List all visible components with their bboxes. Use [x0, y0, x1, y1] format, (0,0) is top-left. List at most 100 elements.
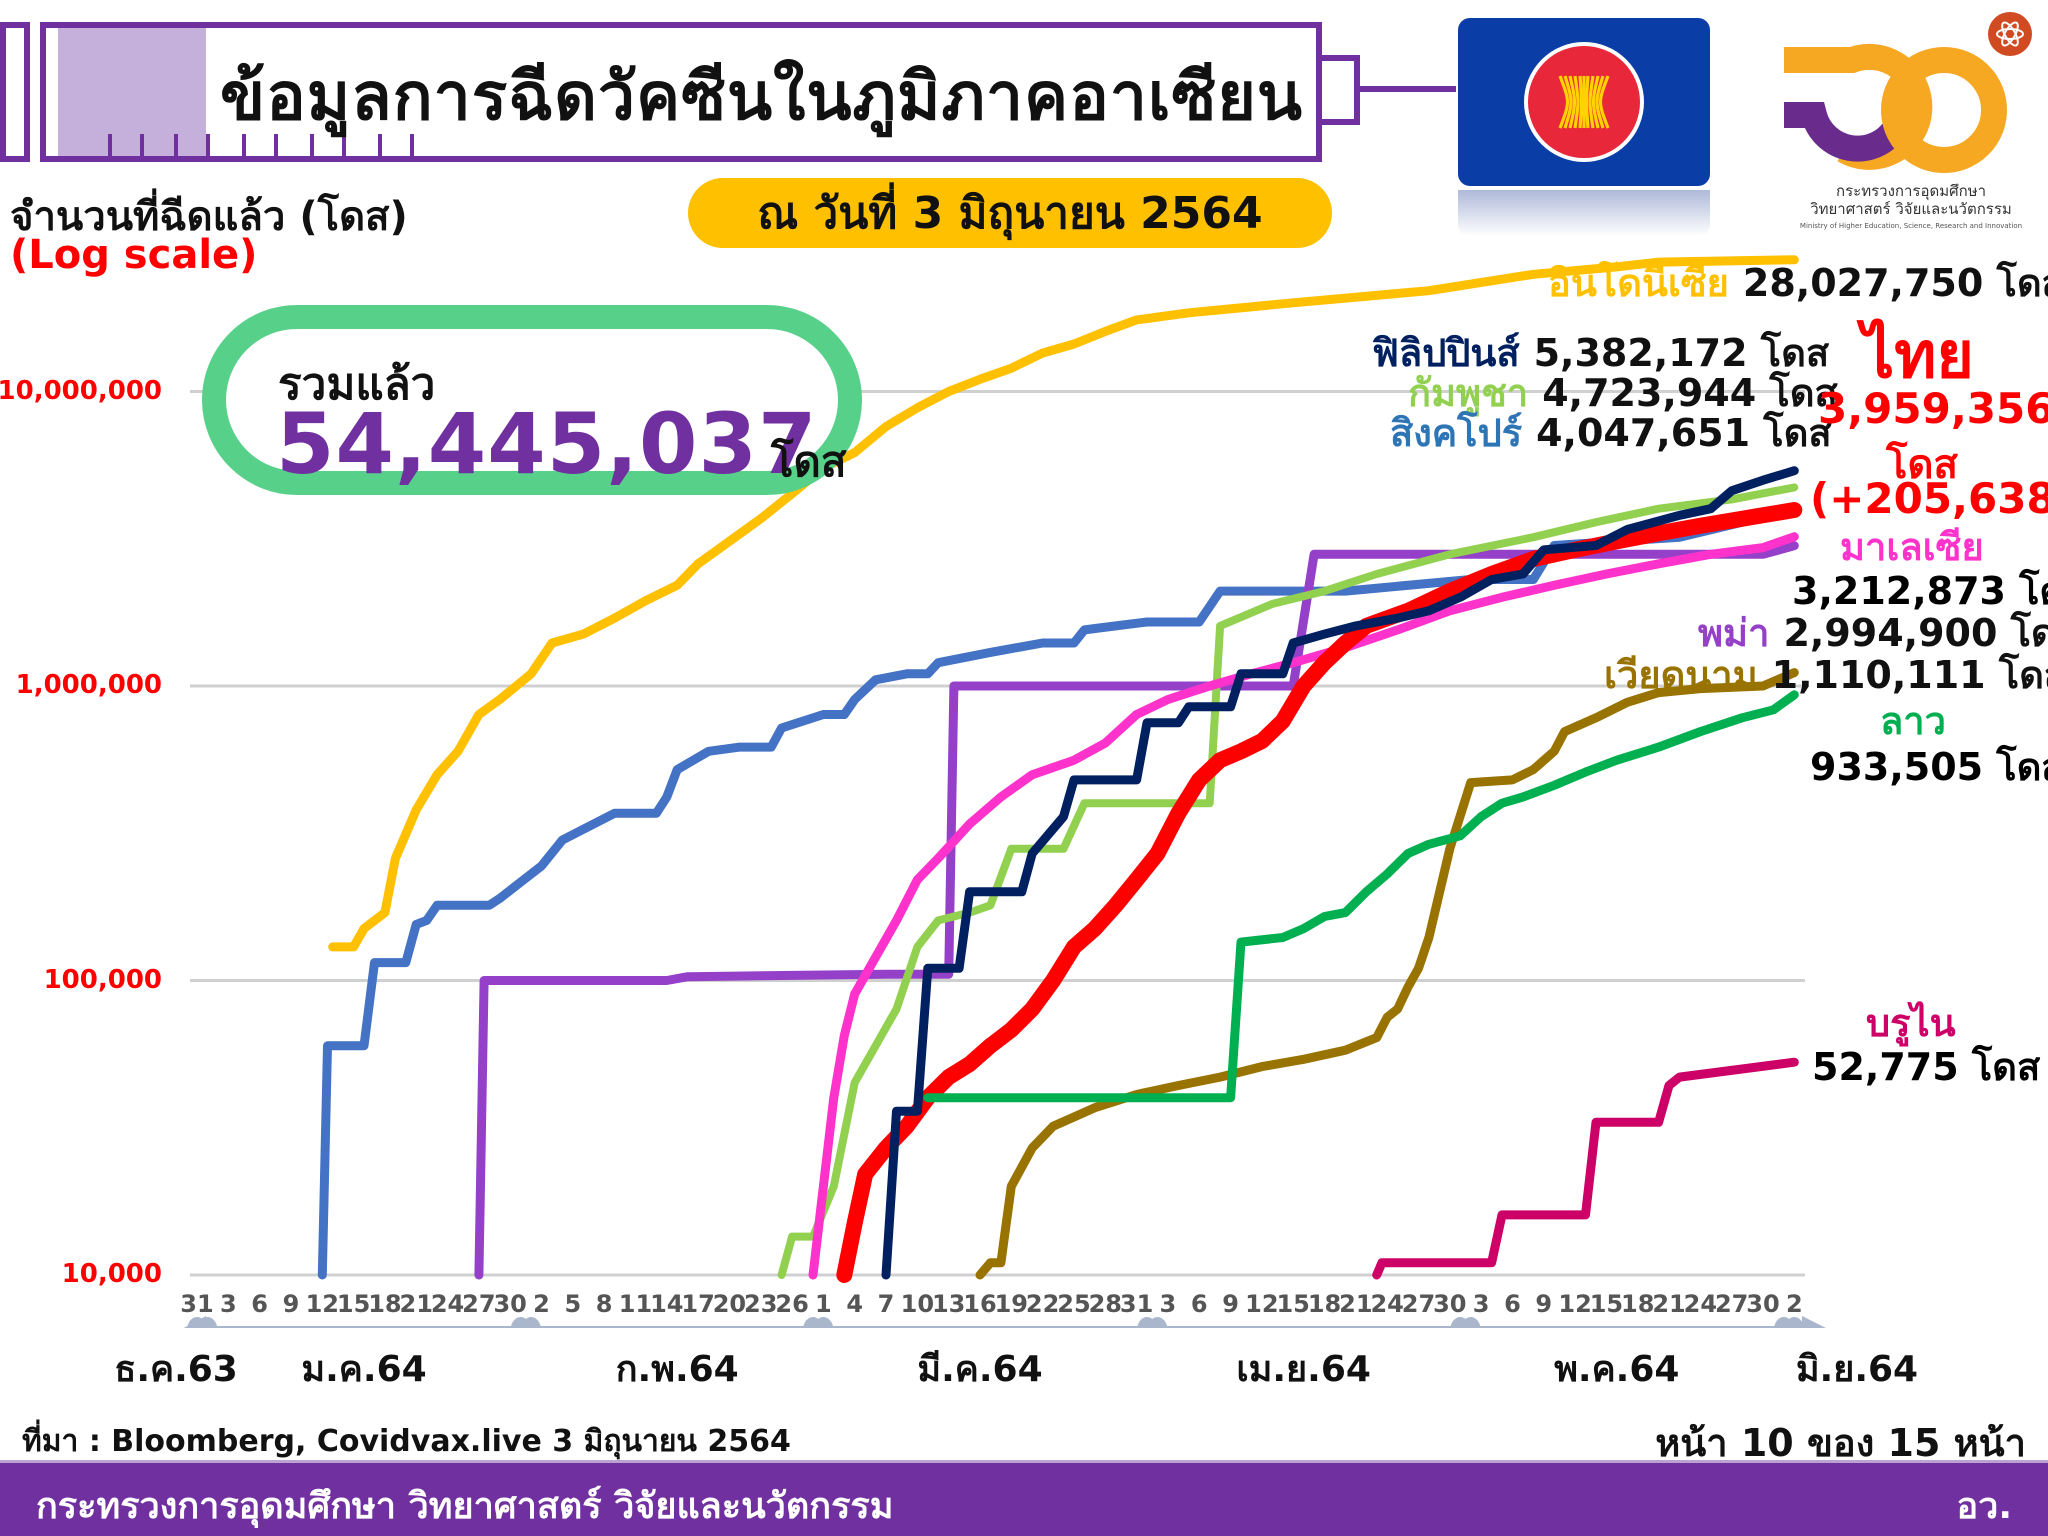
syringe-nozzle-decoration	[1322, 55, 1360, 125]
syringe-tick	[342, 134, 346, 156]
x-tick-label: 28	[1088, 1290, 1122, 1318]
series-name: อินโดนีเซีย	[1548, 261, 1729, 305]
series-line	[808, 532, 1799, 1280]
x-tick-label: 14	[650, 1290, 684, 1318]
month-label: มิ.ย.64	[1795, 1349, 1919, 1390]
x-tick-label: 30	[1433, 1290, 1467, 1318]
x-tick-label: 21	[1652, 1290, 1686, 1318]
syringe-tick	[206, 134, 210, 156]
y-tick-label: 1,000,000	[15, 670, 162, 700]
y-tick-label: 10,000	[61, 1259, 162, 1289]
month-label: เม.ย.64	[1236, 1349, 1371, 1390]
syringe-tick	[242, 134, 246, 156]
x-tick-label: 16	[963, 1290, 997, 1318]
x-tick-label: 1	[815, 1290, 832, 1318]
x-tick-label: 2	[533, 1290, 550, 1318]
label-indonesia: อินโดนีเซีย 28,027,750 โดส	[1548, 252, 2048, 313]
page-title: ข้อมูลการฉีดวัคซีนในภูมิภาคอาเซียน	[220, 58, 1304, 135]
x-tick-label: 19	[994, 1290, 1029, 1318]
month-marker	[1147, 1317, 1168, 1328]
total-value: 54,445,037	[276, 395, 818, 493]
label-brunei-name: บรูไน	[1866, 1001, 1956, 1045]
x-tick-label: 24	[1370, 1290, 1404, 1318]
x-tick-label: 3	[1159, 1290, 1177, 1318]
label-thailand-name: ไทย	[1862, 319, 1974, 393]
x-tick-label: 30	[493, 1290, 527, 1318]
syringe-tick	[274, 134, 278, 156]
x-tick-label: 21	[1339, 1290, 1373, 1318]
total-unit: โดส	[771, 437, 847, 486]
x-tick-label: 13	[931, 1290, 966, 1318]
month-marker	[1460, 1317, 1481, 1328]
page-indicator: หน้า 10 ของ 15 หน้า	[1655, 1421, 2026, 1465]
date-label: ณ วันที่ 3 มิถุนายน 2564	[757, 188, 1263, 239]
month-label: พ.ค.64	[1554, 1349, 1680, 1390]
x-tick-label: 10	[900, 1290, 935, 1318]
x-tick-label: 26	[775, 1290, 809, 1318]
x-tick-label: 9	[282, 1290, 300, 1318]
label-philippines: ฟิลิปปินส์ 5,382,172 โดส	[1372, 322, 1829, 383]
month-marker	[197, 1317, 218, 1328]
total-doses-box: รวมแล้ว 54,445,037 โดส	[202, 305, 862, 495]
x-tick-label: 30	[1746, 1290, 1780, 1318]
label-thailand-value: 3,959,356	[1818, 384, 2048, 433]
date-badge: ณ วันที่ 3 มิถุนายน 2564	[688, 178, 1332, 248]
x-tick-label: 20	[712, 1290, 747, 1318]
x-tick-label: 17	[681, 1290, 715, 1318]
x-tick-label: 6	[1190, 1290, 1208, 1318]
label-laos-value: 933,505 โดส	[1810, 745, 2048, 789]
x-tick-label: 24	[1683, 1290, 1718, 1318]
chart-plot-area	[190, 255, 1805, 1283]
x-axis-timeline	[183, 1316, 1826, 1328]
x-tick-label: 15	[1276, 1290, 1310, 1318]
series-name: พม่า	[1698, 611, 1770, 655]
x-tick-label: 12	[1245, 1290, 1279, 1318]
x-tick-label: 2	[1785, 1290, 1803, 1318]
footer-ministry-name: กระทรวงการอุดมศึกษา วิทยาศาสตร์ วิจัยและ…	[36, 1486, 894, 1527]
x-tick-label: 11	[618, 1290, 653, 1318]
syringe-tick	[310, 134, 314, 156]
series-value: 5,382,172 โดส	[1533, 331, 1830, 375]
y-axis-title: จำนวนที่ฉีดแล้ว (โดส)	[10, 194, 408, 240]
x-tick-label: 15	[336, 1290, 371, 1318]
x-tick-label: 9	[1535, 1290, 1553, 1318]
logo-line1: กระทรวงการอุดมศึกษา	[1836, 182, 1986, 201]
x-tick-label: 6	[1504, 1290, 1521, 1318]
x-tick-label: 24	[430, 1290, 465, 1318]
y-axis-labels: 10,000 100,000 1,000,000 10,000,000	[0, 0, 162, 1300]
label-myanmar: พม่า 2,994,900 โดส	[1698, 602, 2048, 663]
x-tick-label: 3	[1472, 1290, 1490, 1318]
series-name: สิงคโปร์	[1390, 411, 1523, 455]
syringe-barrel-decoration	[40, 22, 1322, 162]
series-line	[474, 541, 1799, 1280]
ministry-logo: กระทรวงการอุดมศึกษา วิทยาศาสตร์ วิจัยและ…	[1774, 0, 2048, 240]
flag-reflection	[1458, 190, 1710, 236]
label-thailand-unit: โดส	[1886, 442, 1958, 488]
logo-line3: Ministry of Higher Education, Science, R…	[1800, 222, 2022, 230]
source-note: ที่มา : Bloomberg, Covidvax.live 3 มิถุน…	[22, 1424, 791, 1459]
x-tick-label: 27	[462, 1290, 496, 1318]
series-line	[328, 255, 1799, 952]
syringe-plunger-decoration	[0, 22, 30, 162]
month-marker	[521, 1317, 541, 1328]
month-label: ธ.ค.63	[114, 1349, 238, 1390]
label-thailand-delta: (+205,638)	[1810, 474, 2048, 523]
x-tick-label: 8	[595, 1290, 613, 1318]
asean-flag-icon	[1458, 18, 1710, 186]
label-laos-name: ลาว	[1880, 699, 1946, 743]
x-tick-label: 7	[877, 1290, 895, 1318]
footer-bar: กระทรวงการอุดมศึกษา วิทยาศาสตร์ วิจัยและ…	[0, 1460, 2048, 1536]
x-tick-label: 3	[219, 1290, 237, 1318]
series-line	[317, 502, 1799, 1280]
label-vietnam: เวียดนาม 1,110,111 โดส	[1604, 644, 2048, 705]
syringe-tick	[174, 134, 178, 156]
y-axis-scale-note: (Log scale)	[10, 232, 258, 278]
syringe-tick	[108, 134, 112, 156]
logo-line2: วิทยาศาสตร์ วิจัยและนวัตกรรม	[1810, 200, 2012, 218]
label-cambodia: กัมพูชา 4,723,944 โดส	[1408, 362, 1838, 423]
x-axis-tick-labels: 31 3 6 9 12 15 18 21 24 27 30 2 5 8 11 14 17 20 23 26 1 4 7 10 1…	[0, 1290, 2048, 1320]
x-tick-label: 12	[1558, 1290, 1592, 1318]
x-tick-label: 9	[1222, 1290, 1239, 1318]
x-tick-label: 15	[1589, 1290, 1624, 1318]
x-tick-label: 27	[1714, 1290, 1749, 1318]
